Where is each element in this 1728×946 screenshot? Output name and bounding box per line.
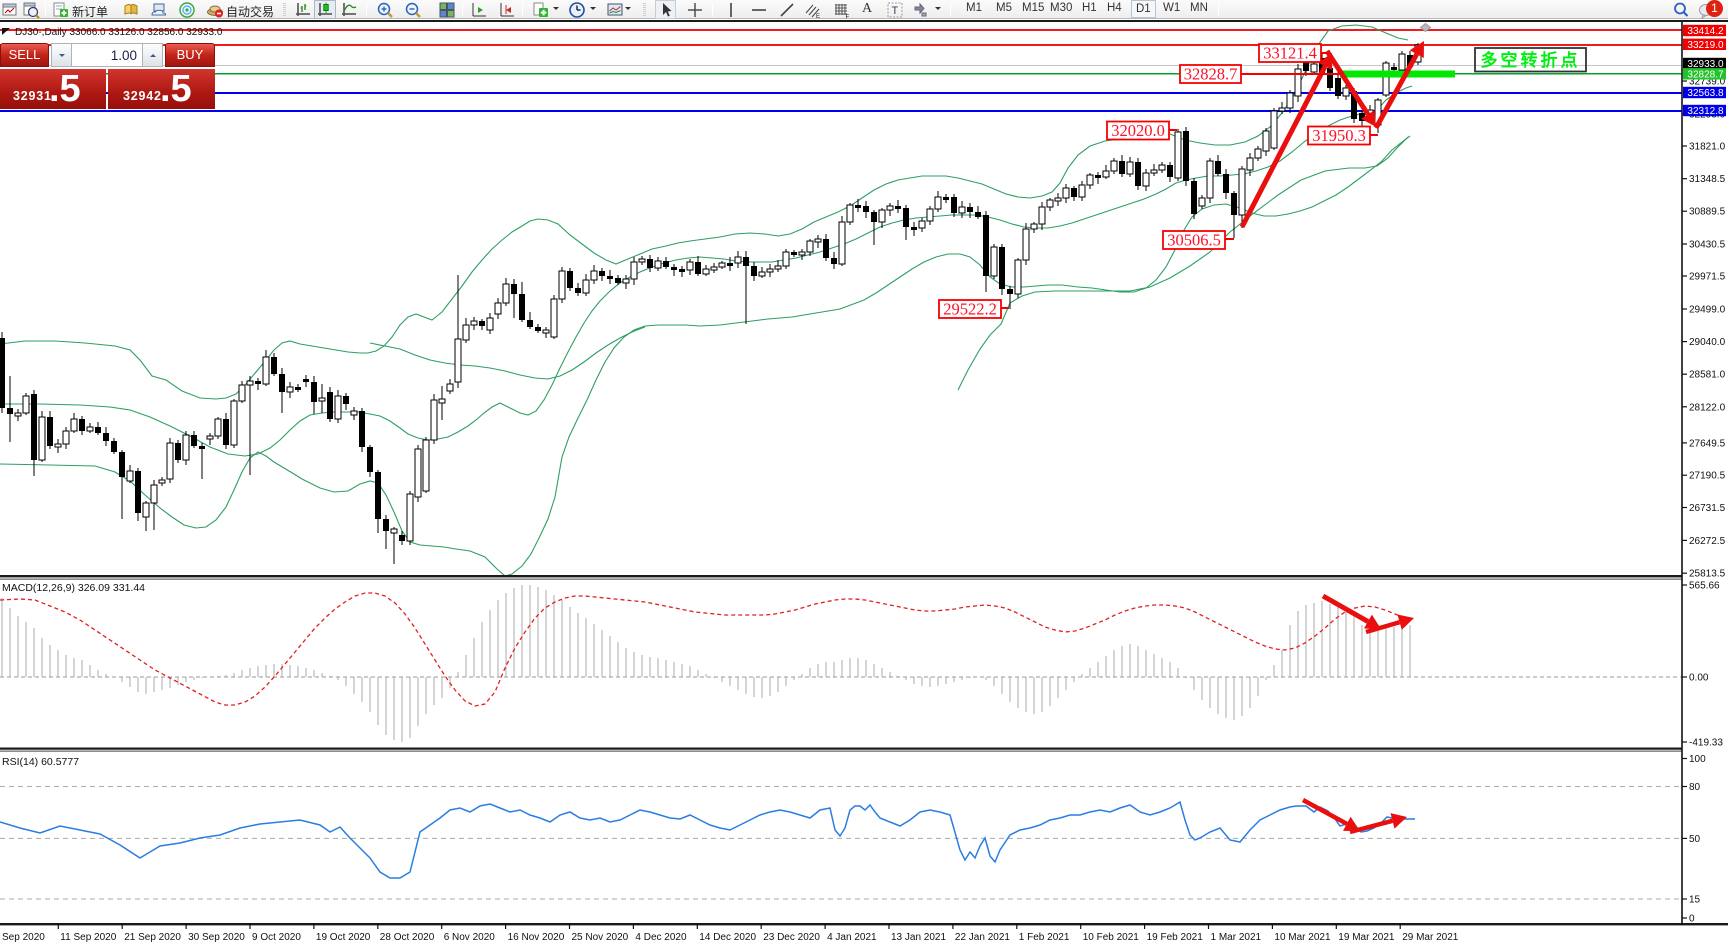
svg-text:32739.0: 32739.0 (1689, 77, 1726, 88)
svg-text:1 Mar 2021: 1 Mar 2021 (1211, 932, 1262, 943)
svg-text:25813.5: 25813.5 (1689, 569, 1726, 580)
svg-text:29971.5: 29971.5 (1689, 272, 1726, 283)
svg-text:27649.5: 27649.5 (1689, 438, 1726, 449)
svg-text:100: 100 (1689, 754, 1706, 765)
svg-text:-419.33: -419.33 (1689, 738, 1723, 749)
svg-text:30430.5: 30430.5 (1689, 240, 1726, 251)
svg-text:14 Dec 2020: 14 Dec 2020 (699, 932, 756, 943)
svg-text:31348.5: 31348.5 (1689, 174, 1726, 185)
svg-text:10 Feb 2021: 10 Feb 2021 (1083, 932, 1140, 943)
svg-text:6 Nov 2020: 6 Nov 2020 (444, 932, 496, 943)
svg-text:19 Mar 2021: 19 Mar 2021 (1338, 932, 1395, 943)
svg-text:4 Dec 2020: 4 Dec 2020 (635, 932, 687, 943)
svg-text:32020.0: 32020.0 (1111, 121, 1165, 140)
svg-text:26731.5: 26731.5 (1689, 503, 1726, 514)
svg-text:1 Feb 2021: 1 Feb 2021 (1019, 932, 1070, 943)
svg-text:27190.5: 27190.5 (1689, 471, 1726, 482)
svg-text:16 Nov 2020: 16 Nov 2020 (508, 932, 565, 943)
svg-text:31950.3: 31950.3 (1312, 126, 1366, 145)
svg-text:RSI(14) 60.5777: RSI(14) 60.5777 (2, 756, 79, 768)
svg-text:30506.5: 30506.5 (1167, 231, 1221, 250)
svg-text:25 Nov 2020: 25 Nov 2020 (572, 932, 629, 943)
svg-text:29499.0: 29499.0 (1689, 305, 1726, 316)
svg-text:E: E (816, 14, 820, 19)
svg-text:33219.0: 33219.0 (1687, 40, 1724, 51)
svg-text:10 Mar 2021: 10 Mar 2021 (1274, 932, 1331, 943)
svg-text:33121.4: 33121.4 (1263, 44, 1317, 63)
svg-text:32563.8: 32563.8 (1687, 88, 1724, 99)
svg-text:0: 0 (1689, 914, 1695, 925)
svg-text:30 Sep 2020: 30 Sep 2020 (188, 932, 245, 943)
svg-text:29040.0: 29040.0 (1689, 337, 1726, 348)
svg-text:19 Oct 2020: 19 Oct 2020 (316, 932, 371, 943)
svg-text:Sep 2020: Sep 2020 (2, 932, 45, 943)
svg-text:31821.0: 31821.0 (1689, 142, 1726, 153)
svg-text:MACD(12,26,9) 326.09 331.44: MACD(12,26,9) 326.09 331.44 (2, 582, 145, 594)
svg-text:13 Jan 2021: 13 Jan 2021 (891, 932, 946, 943)
svg-text:28581.0: 28581.0 (1689, 370, 1726, 381)
svg-text:19 Feb 2021: 19 Feb 2021 (1147, 932, 1204, 943)
svg-text:50: 50 (1689, 834, 1701, 845)
svg-text:28 Oct 2020: 28 Oct 2020 (380, 932, 435, 943)
svg-text:23 Dec 2020: 23 Dec 2020 (763, 932, 820, 943)
svg-text:多空转折点: 多空转折点 (1481, 50, 1581, 70)
svg-text:33414.2: 33414.2 (1687, 26, 1724, 37)
svg-text:T: T (892, 5, 899, 17)
svg-text:32828.7: 32828.7 (1184, 65, 1238, 84)
svg-text:32828.7: 32828.7 (1687, 70, 1724, 81)
svg-text:4 Jan 2021: 4 Jan 2021 (827, 932, 877, 943)
svg-text:22 Jan 2021: 22 Jan 2021 (955, 932, 1010, 943)
svg-text:0.00: 0.00 (1689, 673, 1709, 684)
svg-text:11 Sep 2020: 11 Sep 2020 (60, 932, 116, 943)
svg-text:29 Mar 2021: 29 Mar 2021 (1402, 932, 1459, 943)
svg-text:32312.8: 32312.8 (1687, 106, 1724, 117)
svg-text:32933.0: 32933.0 (1687, 59, 1724, 70)
svg-text:DJ30-,Daily 33066.0 33126.0 3: DJ30-,Daily 33066.0 33126.0 32856.0 3293… (15, 27, 223, 38)
svg-text:21 Sep 2020: 21 Sep 2020 (124, 932, 181, 943)
svg-text:565.66: 565.66 (1689, 581, 1720, 592)
svg-text:F: F (846, 15, 850, 20)
svg-text:80: 80 (1689, 782, 1701, 793)
svg-text:15: 15 (1689, 895, 1701, 906)
svg-text:30889.5: 30889.5 (1689, 207, 1726, 218)
svg-text:26272.5: 26272.5 (1689, 536, 1726, 547)
svg-text:28122.0: 28122.0 (1689, 402, 1726, 413)
svg-text:29522.2: 29522.2 (943, 300, 997, 319)
svg-text:9 Oct 2020: 9 Oct 2020 (252, 932, 301, 943)
